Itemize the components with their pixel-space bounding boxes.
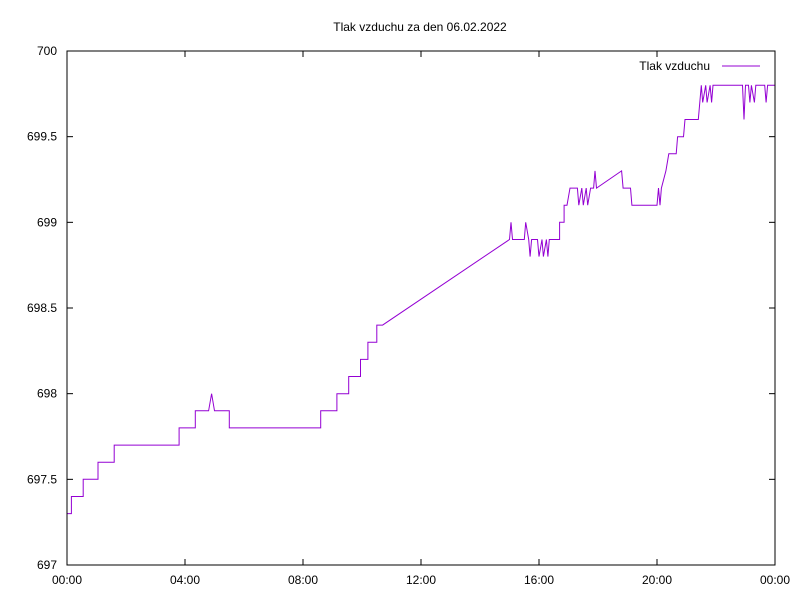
y-tick-label: 697 <box>37 558 57 572</box>
series-line-0 <box>67 84 775 515</box>
chart-title: Tlak vzduchu za den 06.02.2022 <box>333 20 507 34</box>
x-tick-label: 00:00 <box>52 573 82 587</box>
plot-frame <box>66 50 776 566</box>
y-tick-label: 699.5 <box>27 130 57 144</box>
x-tick-label: 00:00 <box>760 573 790 587</box>
y-tick-label: 697.5 <box>27 472 57 486</box>
y-tick-label: 700 <box>37 44 57 58</box>
x-tick-label: 16:00 <box>524 573 554 587</box>
x-tick-label: 20:00 <box>642 573 672 587</box>
x-tick-label: 04:00 <box>170 573 200 587</box>
y-tick-label: 698.5 <box>27 301 57 315</box>
y-tick-label: 699 <box>37 215 57 229</box>
legend: Tlak vzduchu <box>639 59 760 73</box>
x-tick-label: 12:00 <box>406 573 436 587</box>
x-tick-label: 08:00 <box>288 573 318 587</box>
y-tick-label: 698 <box>37 387 57 401</box>
legend-label: Tlak vzduchu <box>639 59 710 73</box>
